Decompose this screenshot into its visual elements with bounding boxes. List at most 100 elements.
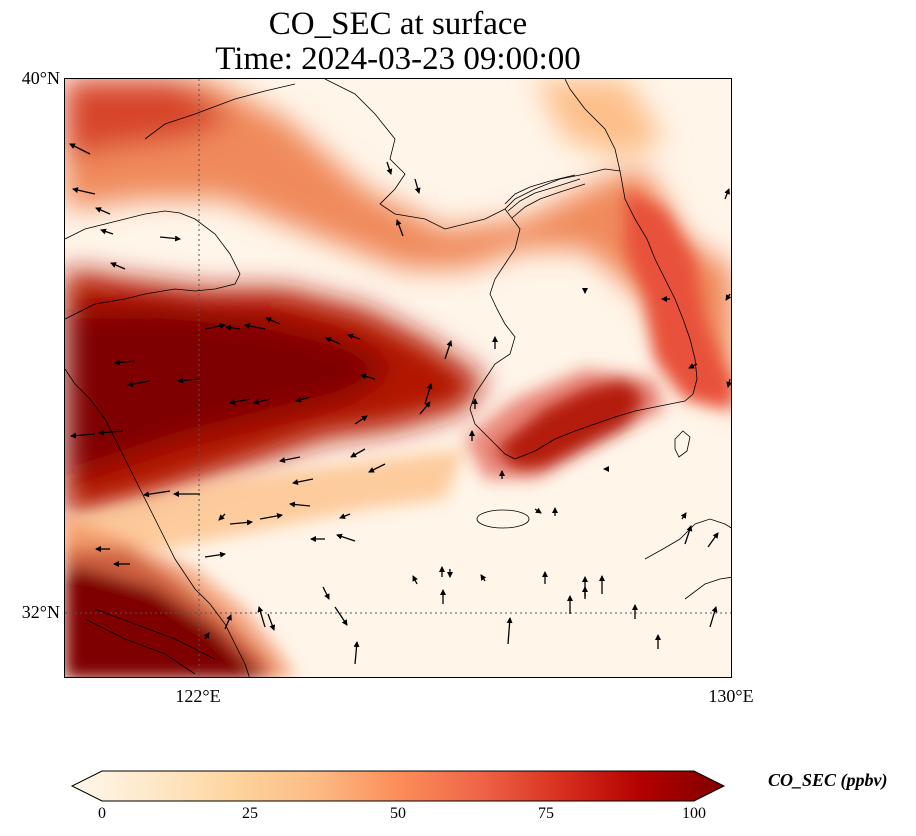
coastline-shandong [65,210,241,320]
coastline-korea-south [514,393,694,460]
wind-arrow [724,188,730,200]
wind-arrow [98,429,124,436]
wind-arrow [204,323,226,330]
coastline-jiangsu [65,368,250,677]
wind-arrow [72,187,96,195]
colorbar-tick-75: 75 [538,805,554,822]
wind-arrow [726,378,731,388]
yangtze-channel [94,608,216,660]
wind-arrow [360,373,376,380]
wind-arrow [225,324,241,331]
wind-arrow [412,575,418,585]
coastline-liaodong [324,79,506,230]
wind-arrow [267,613,276,631]
southern-korea-plume [465,369,665,479]
wind-arrow [334,606,348,626]
wind-arrow [347,333,361,340]
plume-fringe [65,449,465,559]
colorbar-tick-25: 25 [242,805,258,822]
wind-arrow [229,519,253,526]
wind-arrow [424,383,433,405]
wind-arrow [95,207,111,215]
wind-arrow [336,533,356,542]
coastline-korea-west [469,208,521,460]
wind-arrow [204,551,226,558]
colorbar [70,770,726,802]
wind-arrow [224,614,232,630]
coastline-bohai-west [144,83,296,140]
wind-arrow [725,293,731,301]
wind-arrow [229,398,251,405]
map-panel [64,78,732,678]
wind-arrow [395,219,404,237]
map-title: CO_SEC at surface [268,6,528,42]
border-river-3 [511,183,586,219]
wind-vectors [69,143,731,665]
map-subtitle: Time: 2024-03-23 09:00:00 [215,41,581,77]
wind-arrow [444,340,453,360]
lon-label-122e: 122°E [175,686,221,706]
wind-arrow [259,512,283,520]
wind-arrow [143,490,171,498]
wind-arrow [244,323,266,330]
coastline-korea-east [564,79,698,395]
wind-arrow [684,525,693,545]
border-river-2 [507,178,581,212]
wind-arrow [419,401,431,415]
wind-arrow [506,617,513,645]
wind-arrow [159,235,181,242]
colorbar-bar [70,770,726,802]
wind-arrow [534,507,542,514]
wind-arrow [253,398,271,405]
coastlines [65,79,731,677]
wind-arrow [289,501,311,508]
lat-label-32n: 32°N [21,602,60,622]
wind-arrow [69,143,91,155]
wind-arrow [707,532,719,548]
wind-arrow [480,574,487,582]
wind-arrow [680,512,687,520]
wind-arrow [414,178,421,194]
wind-arrow [292,478,314,485]
wind-arrow [325,337,341,345]
wind-arrow [127,380,151,388]
wind-arrow [688,363,698,369]
lon-label-130e: 130°E [708,686,754,706]
lat-label-40n: 40°N [21,68,60,88]
southwest-corner-plume [65,519,294,677]
map-canvas [65,79,731,677]
western-china-plume [65,269,485,519]
wind-arrow [114,359,136,366]
coastline-kyushu-south [684,576,731,600]
wind-arrow [322,586,330,600]
wind-arrow [350,448,366,458]
wind-arrow [100,228,114,235]
wind-arrow [70,432,96,439]
yangtze-estuary [84,618,196,675]
wind-arrow [709,606,718,628]
colorbar-label: CO_SEC (ppbv) [768,770,888,790]
wind-arrow [203,632,210,640]
wind-arrow [257,606,266,628]
wind-arrow [295,396,311,403]
wind-arrow [218,513,226,521]
jeju-island [476,509,530,529]
wind-arrow [368,463,386,473]
colorbar-tick-100: 100 [682,805,706,822]
wind-arrow [354,415,368,425]
tsushima-island [674,430,691,458]
border-river-1 [504,174,576,205]
wind-arrow [110,262,126,270]
wind-arrow [177,377,201,384]
wind-arrow [353,641,360,665]
concentration-field [65,79,731,677]
colorbar-tick-50: 50 [390,805,406,822]
wind-arrow [386,161,393,175]
colorbar-tick-0: 0 [98,805,106,822]
wind-arrow [265,317,281,325]
korea-east-arc [625,189,731,409]
wind-arrow [339,513,351,519]
northern-plume-band [65,79,731,408]
wind-arrow [279,456,301,463]
coastline-kyushu [644,518,731,560]
